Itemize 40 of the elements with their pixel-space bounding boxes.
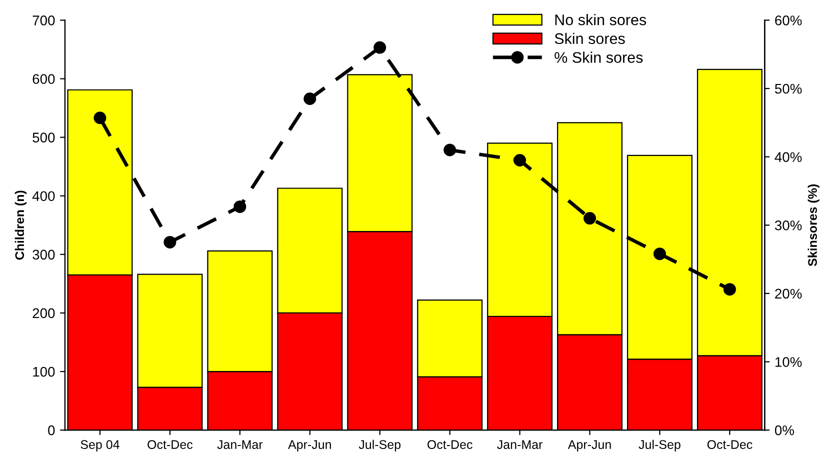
x-tick-label: Jul-Sep	[638, 440, 680, 452]
point	[584, 212, 596, 225]
y2-tick-label: 50%	[774, 84, 802, 94]
y2-axis-title: Skinsores (%)	[808, 184, 820, 266]
x-tick-label: Sep 04	[80, 440, 120, 452]
point	[653, 248, 666, 260]
y-tick-label: 0	[48, 425, 55, 436]
x-tick-label: Oct-Dec	[148, 440, 193, 449]
y-tick-label: 200	[32, 308, 55, 318]
legend-label: No skin sores	[555, 14, 646, 26]
point	[164, 236, 176, 248]
y-tick-label: 100	[33, 366, 55, 377]
x-tick-label: Jan-Mar	[497, 440, 543, 449]
point	[94, 112, 106, 124]
x-tick-label: Oct-Dec	[427, 440, 472, 449]
y2-tick-label: 0%	[774, 425, 794, 436]
y2-tick-label: 20%	[775, 288, 802, 299]
y-tick-label: 300	[32, 250, 55, 260]
legend-label: % Skin sores	[554, 52, 643, 63]
x-tick-label: Oct-Dec	[707, 440, 752, 449]
x-tick-label: Jul-Sep	[358, 440, 401, 452]
point	[723, 283, 736, 296]
y2-tick-label: 40%	[774, 152, 802, 162]
point	[374, 41, 386, 54]
y2-tick-label: 30%	[774, 220, 802, 230]
y2-tick-label: 60%	[775, 16, 802, 26]
y-tick-label: 600	[32, 74, 55, 84]
y2-tick-label: 10%	[775, 357, 802, 367]
y-tick-label: 400	[32, 191, 55, 202]
x-tick-label: Apr-Jun	[568, 440, 611, 452]
y-tick-label: 500	[32, 132, 55, 142]
point	[304, 92, 316, 106]
x-tick-label: Jan-Mar	[217, 440, 263, 449]
y-tick-label: 700	[32, 16, 55, 26]
point	[234, 200, 246, 213]
y-axis-title: Children (n)	[14, 190, 27, 260]
point	[444, 144, 456, 156]
x-tick-label: Apr-Jun	[288, 440, 331, 452]
point	[514, 154, 526, 166]
legend-label: Skin sores	[554, 32, 625, 44]
